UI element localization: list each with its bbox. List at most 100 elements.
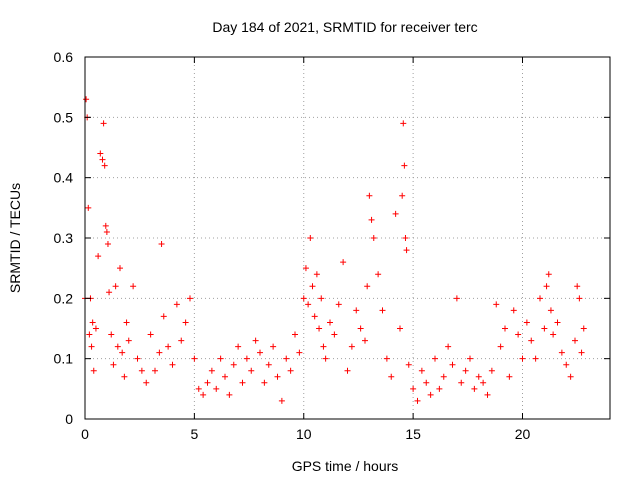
data-point bbox=[510, 307, 517, 314]
data-point bbox=[261, 379, 268, 386]
x-tick-label: 5 bbox=[190, 426, 198, 442]
data-point bbox=[316, 325, 323, 332]
y-tick-label: 0 bbox=[65, 411, 73, 427]
data-point bbox=[195, 385, 202, 392]
data-point bbox=[88, 343, 95, 350]
data-point bbox=[99, 156, 106, 163]
data-point bbox=[309, 283, 316, 290]
data-point bbox=[104, 241, 111, 248]
x-tick-label: 0 bbox=[81, 426, 89, 442]
data-point bbox=[554, 319, 561, 326]
data-point bbox=[204, 379, 211, 386]
data-point bbox=[158, 241, 165, 248]
data-point bbox=[274, 373, 281, 380]
data-point bbox=[86, 331, 93, 338]
data-point bbox=[305, 301, 312, 308]
data-point bbox=[248, 367, 255, 374]
data-point bbox=[327, 319, 333, 326]
data-point bbox=[506, 373, 513, 380]
data-point bbox=[200, 391, 207, 398]
points-layer bbox=[82, 96, 587, 404]
data-point bbox=[364, 283, 371, 290]
x-axis-label: GPS time / hours bbox=[292, 458, 399, 474]
data-point bbox=[100, 120, 107, 127]
data-point bbox=[467, 355, 473, 362]
data-point bbox=[379, 307, 386, 314]
data-point bbox=[90, 367, 97, 374]
data-point bbox=[502, 325, 508, 332]
data-point bbox=[458, 379, 465, 386]
data-point bbox=[123, 319, 130, 326]
data-point bbox=[445, 343, 452, 350]
data-point bbox=[311, 313, 318, 320]
data-point bbox=[101, 162, 108, 169]
data-point bbox=[287, 367, 294, 374]
x-tick-label: 15 bbox=[405, 426, 421, 442]
data-point bbox=[117, 265, 123, 272]
data-point bbox=[574, 283, 581, 290]
data-point bbox=[547, 307, 554, 314]
data-point bbox=[335, 301, 342, 308]
data-point bbox=[427, 391, 434, 398]
data-point bbox=[528, 337, 535, 344]
ticks-layer bbox=[84, 56, 610, 420]
data-point bbox=[89, 319, 96, 326]
data-point bbox=[362, 337, 368, 344]
data-point bbox=[462, 367, 469, 374]
data-point bbox=[436, 385, 443, 392]
y-tick-label: 0.6 bbox=[54, 49, 74, 65]
x-tick-label: 10 bbox=[296, 426, 312, 442]
y-tick-label: 0.2 bbox=[54, 290, 74, 306]
data-point bbox=[265, 361, 272, 368]
data-point bbox=[217, 355, 224, 362]
data-point bbox=[410, 385, 417, 392]
data-point bbox=[300, 295, 307, 302]
y-tick-label: 0.4 bbox=[54, 170, 74, 186]
data-point bbox=[97, 150, 104, 157]
data-point bbox=[134, 355, 141, 362]
data-point bbox=[357, 325, 364, 332]
data-point bbox=[156, 349, 163, 356]
data-point bbox=[173, 301, 180, 308]
data-point bbox=[515, 331, 522, 338]
data-point bbox=[558, 349, 565, 356]
data-point bbox=[432, 355, 438, 362]
data-point bbox=[537, 295, 543, 302]
data-point bbox=[165, 343, 172, 350]
data-point bbox=[497, 343, 504, 350]
data-point bbox=[401, 162, 408, 169]
data-point bbox=[213, 385, 220, 392]
data-point bbox=[283, 355, 290, 362]
data-point bbox=[110, 361, 117, 368]
data-point bbox=[344, 367, 351, 374]
data-point bbox=[580, 325, 587, 332]
data-point bbox=[92, 325, 99, 332]
data-point bbox=[353, 307, 360, 314]
data-point bbox=[405, 361, 412, 368]
data-point bbox=[388, 373, 395, 380]
data-point bbox=[550, 331, 557, 338]
data-point bbox=[532, 355, 539, 362]
data-point bbox=[576, 295, 583, 302]
data-point bbox=[368, 216, 375, 223]
y-tick-label: 0.5 bbox=[54, 109, 74, 125]
data-point bbox=[567, 373, 574, 380]
data-point bbox=[252, 337, 259, 344]
data-point bbox=[543, 283, 550, 290]
data-point bbox=[375, 271, 382, 278]
data-point bbox=[102, 222, 109, 229]
data-point bbox=[302, 265, 309, 272]
data-point bbox=[340, 259, 347, 266]
data-point bbox=[423, 379, 430, 386]
x-tick-label: 20 bbox=[515, 426, 531, 442]
data-point bbox=[370, 235, 377, 241]
data-point bbox=[296, 349, 303, 356]
data-point bbox=[383, 355, 390, 362]
data-point bbox=[85, 204, 92, 211]
data-point bbox=[257, 349, 263, 356]
data-point bbox=[106, 289, 113, 296]
data-point bbox=[322, 355, 329, 362]
data-point bbox=[400, 120, 407, 127]
data-point bbox=[563, 361, 570, 368]
